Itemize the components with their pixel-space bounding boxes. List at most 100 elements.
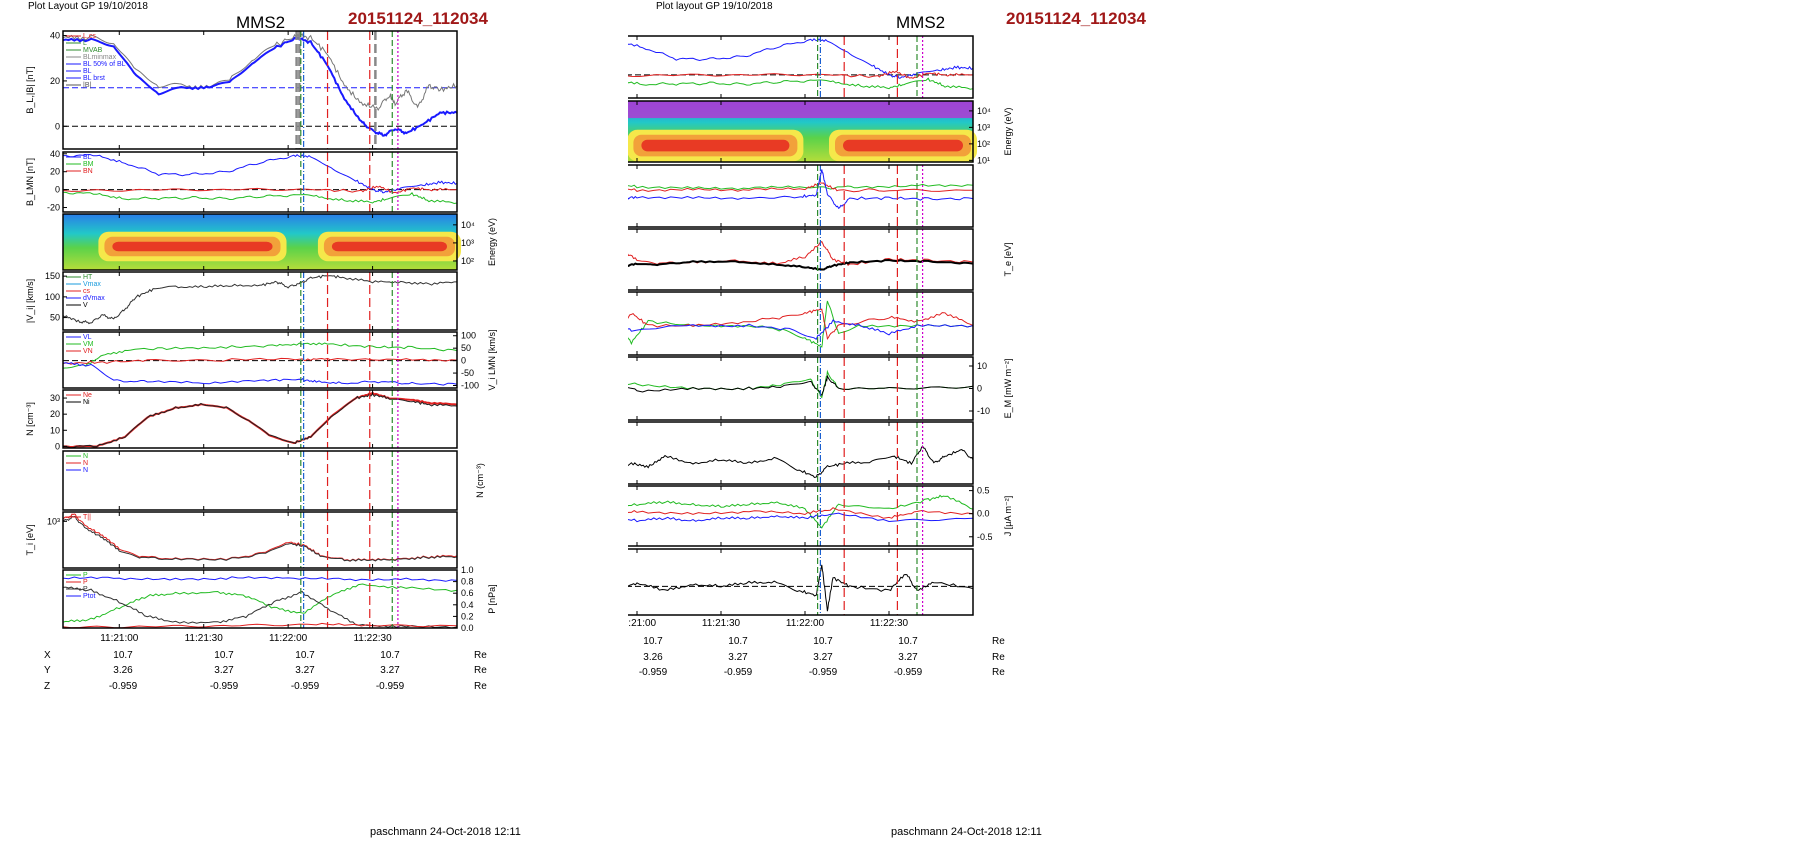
- y-tick-label: 0.4: [461, 600, 474, 610]
- panel-frame: [62, 389, 458, 449]
- legend-label: T||: [83, 514, 91, 521]
- legend-label: Vmax: [83, 281, 101, 288]
- y-tick-label: 10²: [977, 139, 990, 149]
- series-JM: [628, 494, 973, 529]
- series-group: [63, 342, 457, 386]
- y-tick-label: 0: [55, 121, 60, 131]
- series-group: [628, 564, 973, 612]
- series-VL: [63, 362, 457, 386]
- legend-label: BL: [83, 68, 92, 75]
- legend-label: N: [83, 467, 88, 474]
- ephemeris-unit: Re: [992, 667, 1005, 678]
- ephemeris-value: 10.7: [380, 650, 400, 661]
- y-tick-label: 0: [977, 384, 982, 394]
- legend-label: V: [83, 302, 88, 309]
- spectrogram-hot-core: [112, 241, 273, 252]
- y-axis-label: N (cm⁻³): [475, 463, 485, 498]
- layout-title: Plot Layout GP 19/10/2018: [28, 1, 148, 12]
- y-tick-label: 0.8: [461, 577, 474, 587]
- legend-label: BL brst: [83, 75, 105, 82]
- y-tick-label: 0: [55, 441, 60, 451]
- panel-frame: [62, 151, 458, 213]
- series-JL: [628, 512, 973, 523]
- legend-label: L: [83, 40, 87, 47]
- figure-right: Plot layout GP 19/10/2018 MMS2 20151124_…: [628, 0, 1208, 841]
- ephemeris-value: 10.7: [898, 636, 918, 647]
- y-tick-label: 10³: [461, 238, 474, 248]
- y-axis-label: V_i LMN [km/s]: [487, 329, 497, 390]
- series-group: [63, 33, 457, 137]
- series-group: [628, 369, 973, 399]
- legend-label: MVAB: [83, 47, 103, 54]
- y-tick-label: -10: [977, 406, 990, 416]
- ephemeris-unit: Re: [474, 665, 487, 676]
- spectrogram-hot-core: [641, 139, 790, 152]
- ephemeris-value: 3.27: [380, 665, 400, 676]
- series-Pdyn: [63, 622, 457, 628]
- y-tick-label: 10: [50, 425, 60, 435]
- ephemeris-row-label: Y: [44, 665, 51, 676]
- legend-label: Ptot: [83, 593, 96, 600]
- y-tick-label: 10: [977, 361, 987, 371]
- panel-L3: 10⁴ 10³ 10² Energy (eV): [62, 213, 497, 271]
- figure-left: Plot Layout GP 19/10/2018 MMS2 20151124_…: [0, 0, 580, 841]
- series-Tperp: [63, 515, 457, 562]
- legend-label: BL 50% of BL: [83, 61, 126, 68]
- legend-label: P: [83, 586, 88, 593]
- panel-R6: 100-10E_M [mW m⁻²](VexB)MEM: [628, 356, 1013, 421]
- y-axis-label: Energy (eV): [487, 218, 497, 266]
- ephemeris-value: -0.959: [109, 681, 138, 692]
- series-|Vi|: [63, 274, 457, 325]
- series-J*E': [628, 564, 973, 612]
- spectrogram-top-band: [628, 101, 973, 119]
- footer-text: paschmann 24-Oct-2018 12:11: [370, 826, 521, 838]
- y-axis-label: N [cm⁻³]: [25, 402, 35, 436]
- ephemeris-value: 3.27: [214, 665, 234, 676]
- legend-label: Ni: [83, 399, 90, 406]
- legend-label: dVmax: [83, 295, 105, 302]
- series-VN: [628, 182, 973, 193]
- x-tick-label: 11:21:00: [100, 633, 139, 644]
- legend-label: P: [83, 572, 88, 579]
- y-axis-label: |V_i| [km/s]: [25, 279, 35, 323]
- panel-frame: [62, 30, 458, 150]
- series-BN: [63, 185, 457, 194]
- y-axis-label: J [μA m⁻²]: [1003, 496, 1013, 536]
- series-VN: [63, 357, 457, 365]
- series-Ptot: [63, 576, 457, 582]
- panel-R5: 6420-2-4-6E_LMN [mV m⁻¹]ELEMEN: [628, 291, 974, 356]
- y-tick-label: 10³: [977, 122, 990, 132]
- y-tick-label: -0.5: [977, 532, 993, 542]
- panel-frame: [628, 421, 974, 485]
- event-id: 20151124_112034: [1006, 9, 1146, 28]
- panel-R8: 0.50.0-0.5J [μA m⁻²]J, max2JLJMJN: [628, 485, 1013, 547]
- series-BN: [628, 70, 973, 79]
- panel-frame: [628, 35, 974, 99]
- series-group: [63, 274, 457, 325]
- series-group: [628, 169, 973, 210]
- ephemeris-value: 10.7: [214, 650, 234, 661]
- spacecraft-name: MMS2: [896, 13, 946, 32]
- legend-label: VN: [83, 348, 93, 355]
- series-group: [63, 576, 457, 628]
- legend-label: BM: [83, 161, 94, 168]
- legend-label: cs: [83, 288, 91, 295]
- y-axis-label: P [nPa]: [487, 584, 497, 613]
- ephemeris-value: -0.959: [210, 681, 239, 692]
- series-group: [63, 513, 457, 562]
- y-axis-label: B_L,|B| [nT]: [25, 66, 35, 113]
- ephemeris-value: -0.959: [291, 681, 320, 692]
- y-tick-label: 20: [50, 409, 60, 419]
- panel-frame: [62, 331, 458, 389]
- y-tick-label: 10⁴: [977, 106, 991, 116]
- y-tick-label: 0.5: [977, 486, 990, 496]
- ephemeris-value: 10.7: [113, 650, 133, 661]
- series-VM: [63, 342, 457, 369]
- y-tick-label: 50: [50, 313, 60, 323]
- panel-frame: [62, 213, 458, 271]
